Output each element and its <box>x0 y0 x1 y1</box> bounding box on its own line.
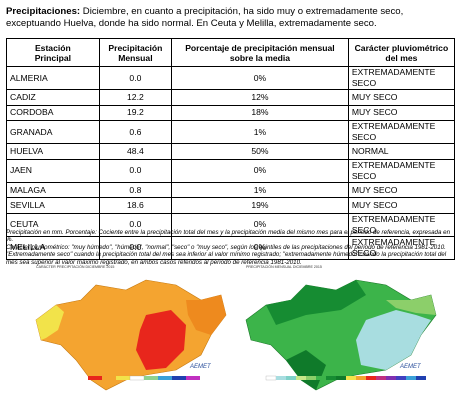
table-cell: CORDOBA <box>6 104 100 122</box>
table-cell: 19% <box>171 197 349 214</box>
table-cell: MELILLA <box>6 235 100 260</box>
table-row: MELILLA 0.0 0% EXTREMADAMENTE SECO <box>6 235 456 260</box>
column-header: Porcentaje de precipitación mensual sobre… <box>171 38 349 67</box>
note-line: Carácter pluviométrico: "muy húmedo", "h… <box>6 243 446 251</box>
table-cell: 0.0 <box>98 212 173 237</box>
table-row: ALMERIA 0.0 0% EXTREMADAMENTE SECO <box>6 66 456 90</box>
table-cell: 18% <box>171 104 349 122</box>
table-row: HUELVA 48.4 50% NORMAL <box>6 143 456 160</box>
table-cell: 18.6 <box>98 197 173 214</box>
column-header: Precipitación Mensual <box>98 38 173 67</box>
table-cell: MUY SECO <box>347 89 456 106</box>
table-cell: EXTREMADAMENTE SECO <box>347 235 456 260</box>
map-title: CARÁCTER PRECIPITACIÓN DICIEMBRE 2015 <box>36 264 114 269</box>
table-row: SEVILLA 18.6 19% MUY SECO <box>6 197 456 214</box>
column-header: Carácter pluviométrico del mes <box>347 38 456 67</box>
table-cell: 1% <box>171 120 349 145</box>
table-row: JAEN 0.0 0% EXTREMADAMENTE SECO <box>6 158 456 183</box>
table-cell: 12.2 <box>98 89 173 106</box>
table-cell: 0.0 <box>98 235 173 260</box>
region-shape <box>35 279 227 391</box>
table-cell: 1% <box>171 181 349 199</box>
table-cell: EXTREMADAMENTE SECO <box>347 158 456 183</box>
table-row: CORDOBA 19.2 18% MUY SECO <box>6 104 456 122</box>
table-cell: 0% <box>171 158 349 183</box>
region-dry <box>186 295 226 335</box>
table-row: MALAGA 0.8 1% MUY SECO <box>6 181 456 199</box>
maps: CARÁCTER PRECIPITACIÓN DICIEMBRE 2015 AE… <box>35 264 437 391</box>
logo: AEMET <box>189 364 212 370</box>
table-cell: 0% <box>171 66 349 90</box>
intro-text: Diciembre, en cuanto a precipitación, ha… <box>6 6 404 29</box>
table-cell: MUY SECO <box>347 197 456 214</box>
table-cell: 12% <box>171 89 349 106</box>
map-title: PRECIPITACIÓN MENSUAL DICIEMBRE 2015 <box>246 264 322 269</box>
station-table: Estación Principal Precipitación Mensual Por… <box>6 38 456 260</box>
table-cell: GRANADA <box>6 120 100 145</box>
table-row: CEUTA 0.0 0% EXTREMADAMENTE SECO <box>6 212 456 237</box>
table-row: CADIZ 12.2 12% MUY SECO <box>6 89 456 106</box>
table-cell: 0% <box>171 235 349 260</box>
column-header: Estación Principal <box>6 38 100 67</box>
intro: Precipitaciones: Diciembre, en cuanto a … <box>6 6 456 30</box>
table-cell: EXTREMADAMENTE SECO <box>347 120 456 145</box>
table-cell: HUELVA <box>6 143 100 160</box>
table-cell: MUY SECO <box>347 104 456 122</box>
table-cell: JAEN <box>6 158 100 183</box>
table-cell: EXTREMADAMENTE SECO <box>347 212 456 237</box>
note-line: "Extremadamente seco" cuando la precipit… <box>6 251 447 266</box>
map-precipitation: PRECIPITACIÓN MENSUAL DICIEMBRE 2015 AEM… <box>245 264 437 391</box>
table-cell: MALAGA <box>6 181 100 199</box>
intro-label: Precipitaciones: <box>6 6 81 17</box>
region-normal <box>36 305 64 340</box>
table-cell: 19.2 <box>98 104 173 122</box>
header-row: Estación Principal Precipitación Mensual Por… <box>6 38 456 67</box>
table-cell: MUY SECO <box>347 181 456 199</box>
table-cell: 0.0 <box>98 66 173 90</box>
table-cell: CEUTA <box>6 212 100 237</box>
table-cell: SEVILLA <box>6 197 100 214</box>
table-cell: EXTREMADAMENTE SECO <box>347 66 456 90</box>
logo: AEMET <box>399 364 422 370</box>
table-cell: 0.0 <box>98 158 173 183</box>
table-row: GRANADA 0.6 1% EXTREMADAMENTE SECO <box>6 120 456 145</box>
legend <box>88 375 200 381</box>
region-extreme <box>136 310 186 370</box>
region-dry <box>356 310 431 370</box>
map-character: CARÁCTER PRECIPITACIÓN DICIEMBRE 2015 AE… <box>35 264 227 391</box>
region-mid <box>386 295 436 315</box>
table-cell: 50% <box>171 143 349 160</box>
note-line: Precipitación en mm. Porcentaje: Cocient… <box>6 229 451 244</box>
table-cell: CADIZ <box>6 89 100 106</box>
notes: Precipitación en mm. Porcentaje: Cocient… <box>6 229 456 266</box>
region-wet <box>266 280 366 325</box>
table-cell: 0.8 <box>98 181 173 199</box>
legend <box>265 375 426 381</box>
table-cell: 48.4 <box>98 143 173 160</box>
table-cell: NORMAL <box>347 143 456 160</box>
table-cell: 0.6 <box>98 120 173 145</box>
table-body: ALMERIA 0.0 0% EXTREMADAMENTE SECO CADIZ 12.2… <box>6 66 456 260</box>
table-cell: ALMERIA <box>6 66 100 90</box>
